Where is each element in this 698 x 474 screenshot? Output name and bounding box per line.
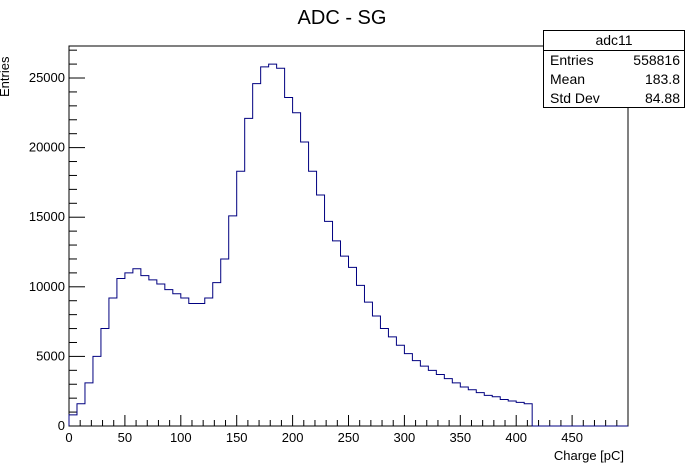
stats-label: Std Dev	[550, 90, 600, 106]
x-tick-label: 300	[394, 430, 416, 445]
y-tick-label: 20000	[29, 140, 65, 155]
stats-box: adc11 Entries 558816 Mean 183.8 Std Dev …	[543, 30, 685, 108]
x-tick-label: 250	[338, 430, 360, 445]
y-tick-label: 0	[58, 418, 65, 433]
stats-label: Mean	[550, 71, 586, 87]
x-tick-label: 350	[449, 430, 471, 445]
x-tick-label: 50	[118, 430, 132, 445]
stats-row-mean: Mean 183.8	[544, 70, 684, 89]
axis-ticks	[68, 49, 618, 427]
chart-title: ADC - SG	[298, 7, 387, 29]
tick-labels: 0 50 100 150 200 250 300 350 400 450 0 5000 10000 150…	[29, 70, 583, 445]
y-tick-label: 15000	[29, 209, 65, 224]
y-axis-label: Entries	[0, 56, 12, 97]
x-tick-label: 100	[170, 430, 192, 445]
stats-value: 558816	[633, 52, 680, 68]
x-tick-label: 150	[226, 430, 248, 445]
stats-row-stddev: Std Dev 84.88	[544, 89, 684, 108]
x-tick-label: 400	[505, 430, 527, 445]
x-tick-label: 200	[282, 430, 304, 445]
y-tick-label: 5000	[36, 348, 65, 363]
histogram-line	[68, 63, 628, 427]
y-tick-label: 25000	[29, 70, 65, 85]
stats-label: Entries	[550, 52, 594, 68]
x-axis-label: Charge [pC]	[554, 448, 624, 463]
stats-value: 183.8	[644, 71, 680, 87]
stats-row-entries: Entries 558816	[544, 51, 684, 70]
x-tick-label: 0	[65, 430, 72, 445]
x-tick-label: 450	[561, 430, 583, 445]
y-tick-label: 10000	[29, 279, 65, 294]
stats-title: adc11	[544, 31, 684, 51]
stats-value: 84.88	[644, 90, 680, 106]
